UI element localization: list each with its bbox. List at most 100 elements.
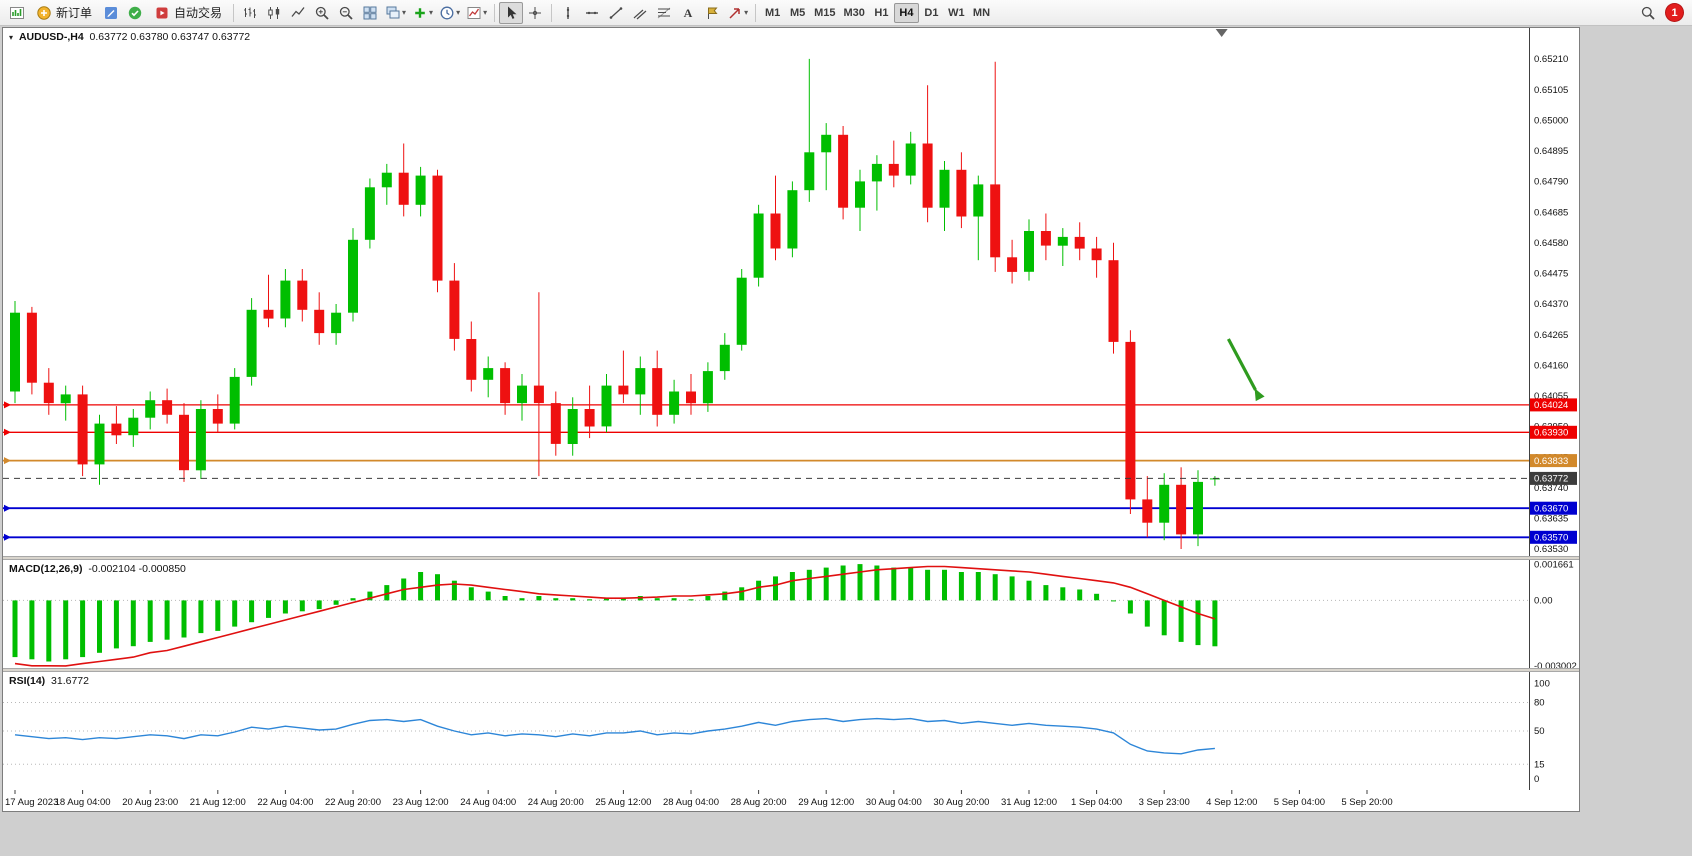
main-price-chart[interactable]: 0.65210 0.65105 0.65000 0.64895 0.64790 0.646…	[3, 28, 1579, 556]
hline-left-marker	[4, 457, 11, 465]
svg-text:0.63670: 0.63670	[1534, 503, 1568, 514]
dropdown-caret-icon: ▾	[402, 8, 407, 17]
channel-icon	[633, 9, 647, 19]
macd-panel[interactable]: 0.001661 0.00 -0.003002	[3, 560, 1579, 668]
macd-indicator-label: MACD(12,26,9)	[9, 563, 83, 575]
chart-shift-marker[interactable]	[1215, 29, 1228, 37]
time-label: 22 Aug 20:00	[325, 797, 381, 808]
metaeditor-button[interactable]	[99, 2, 123, 24]
rsi-panel[interactable]: 100 80 50 15 0	[3, 672, 1579, 790]
market-watch-button[interactable]	[123, 2, 147, 24]
timeframe-mn-button[interactable]: MN	[969, 3, 994, 23]
arrow-annotation[interactable]	[1226, 338, 1265, 402]
price-tick-label: 0.64370	[1534, 299, 1568, 310]
timeframe-h4-button[interactable]: H4	[893, 2, 919, 23]
cursor-button[interactable]	[499, 1, 524, 24]
add-indicator-icon	[415, 7, 425, 18]
dropdown-caret-icon: ▾	[744, 8, 749, 17]
zoom-in-button[interactable]	[310, 2, 334, 24]
new-order-icon	[37, 5, 51, 20]
vertical-line-tool-button[interactable]	[556, 2, 580, 24]
horizontal-line-0.63670[interactable]	[3, 504, 1529, 512]
timeframe-m30-button[interactable]: M30	[840, 3, 869, 23]
ohlc-bars-icon	[244, 7, 257, 18]
macd-scale-label: 0.001661	[1534, 560, 1574, 570]
price-tick-label: 0.65105	[1534, 85, 1568, 96]
text-tool-button[interactable]: A	[676, 2, 700, 24]
crosshair-button[interactable]	[523, 2, 547, 24]
toolbar-separator	[494, 3, 496, 22]
horizontal-line-icon	[586, 11, 599, 14]
fibonacci-tool-button[interactable]	[652, 2, 676, 24]
zoom-out-button[interactable]	[334, 2, 358, 24]
vertical-line-icon	[566, 6, 570, 19]
time-label: 23 Aug 12:00	[393, 797, 449, 808]
arrows-tool-button[interactable]: ▾	[724, 2, 751, 24]
panel-separator[interactable]	[3, 668, 1579, 672]
candlestick-mode-button[interactable]	[262, 2, 286, 24]
templates-button[interactable]: ▾	[463, 2, 490, 24]
time-label: 3 Sep 23:00	[1139, 797, 1190, 808]
chart-header-overlay: ▾ AUDUSD-,H4 0.63772 0.63780 0.63747 0.6…	[9, 31, 250, 43]
search-button[interactable]	[1636, 2, 1660, 24]
timeframe-m5-button[interactable]: M5	[785, 3, 810, 23]
timeframe-m1-button[interactable]: M1	[760, 3, 785, 23]
tile-windows-button[interactable]	[358, 2, 382, 24]
arrow-object-icon	[729, 7, 740, 19]
time-label: 21 Aug 12:00	[190, 797, 246, 808]
time-label: 20 Aug 23:00	[122, 797, 178, 808]
zoom-out-icon	[339, 6, 353, 20]
one-click-trading-toggle[interactable]: ▾	[9, 33, 14, 42]
new-order-button[interactable]: 新订单	[29, 2, 99, 24]
horizontal-line-0.63570[interactable]	[3, 533, 1529, 541]
svg-text:0.63772: 0.63772	[1534, 474, 1568, 485]
time-label: 24 Aug 20:00	[528, 797, 584, 808]
bar-chart-mode-button[interactable]	[238, 2, 262, 24]
timeframe-w1-button[interactable]: W1	[944, 3, 969, 23]
line-chart-mode-button[interactable]	[286, 2, 310, 24]
dropdown-caret-icon: ▾	[483, 8, 488, 17]
dropdown-caret-icon: ▾	[456, 8, 461, 17]
channel-tool-button[interactable]	[628, 2, 652, 24]
autotrading-button[interactable]: 自动交易	[147, 2, 229, 24]
panel-separator[interactable]	[3, 556, 1579, 560]
svg-text:0.63833: 0.63833	[1534, 456, 1568, 467]
label-tool-button[interactable]	[700, 2, 724, 24]
rsi-scale-label: 50	[1534, 726, 1545, 737]
price-tick-label: 0.63530	[1534, 544, 1568, 555]
crosshair-icon	[529, 6, 542, 19]
tile-windows-icon	[363, 6, 377, 19]
time-label: 4 Sep 12:00	[1206, 797, 1257, 808]
arrange-windows-button[interactable]: ▾	[382, 2, 409, 24]
indicators-button[interactable]: ▾	[409, 2, 436, 24]
symbol-period-label: AUDUSD-,H4	[18, 31, 84, 43]
price-tick-label: 0.64475	[1534, 269, 1568, 280]
price-tick-label: 0.64160	[1534, 360, 1568, 371]
rsi-indicator-value: 31.6772	[51, 675, 89, 687]
time-label: 28 Aug 04:00	[663, 797, 719, 808]
timeframe-d1-button[interactable]: D1	[919, 3, 944, 23]
flag-label-icon	[708, 7, 718, 19]
horizontal-line-tool-button[interactable]	[580, 2, 604, 24]
horizontal-line-0.63930[interactable]	[3, 428, 1529, 436]
horizontal-line-0.64024[interactable]	[3, 401, 1529, 409]
new-chart-button[interactable]	[5, 2, 29, 24]
timeframe-h1-button[interactable]: H1	[869, 3, 894, 23]
rsi-label-overlay: RSI(14) 31.6772	[9, 675, 89, 687]
time-label: 31 Aug 12:00	[1001, 797, 1057, 808]
price-axis[interactable]: 0.65210 0.65105 0.65000 0.64895 0.64790 0.646…	[1529, 28, 1569, 556]
time-label: 1 Sep 04:00	[1071, 797, 1122, 808]
chart-window-audusd-h4[interactable]: 0.65210 0.65105 0.65000 0.64895 0.64790 0.646…	[2, 27, 1580, 812]
time-label: 29 Aug 12:00	[798, 797, 854, 808]
line-chart-icon	[291, 6, 305, 17]
trendline-tool-button[interactable]	[604, 2, 628, 24]
price-tick-label: 0.64580	[1534, 238, 1568, 249]
candlestick-icon	[268, 6, 280, 19]
notification-badge[interactable]: 1	[1666, 4, 1683, 21]
periods-button[interactable]: ▾	[436, 2, 463, 24]
horizontal-line-0.63833[interactable]	[3, 457, 1529, 465]
toolbar-separator	[233, 3, 235, 22]
time-label: 30 Aug 20:00	[933, 797, 989, 808]
timeframe-m15-button[interactable]: M15	[810, 3, 839, 23]
